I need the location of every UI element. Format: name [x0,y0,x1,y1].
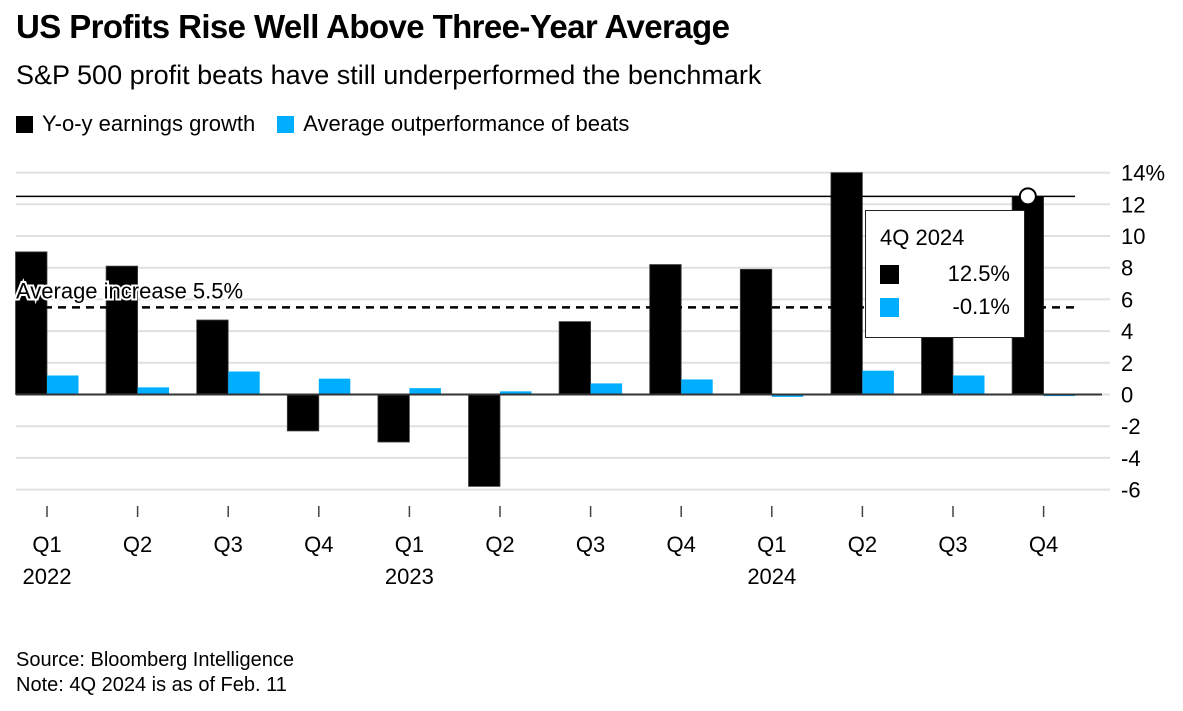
x-tick-label: Q4 [304,532,333,557]
footer: Source: Bloomberg Intelligence Note: 4Q … [16,648,294,698]
y-tick-label: 0 [1121,383,1133,408]
x-year-label: 2023 [385,564,434,589]
x-tick-label: Q2 [848,532,877,557]
bar-earnings-growth [15,251,48,395]
tooltip-swatch-earnings [880,264,899,284]
tooltip-row-earnings: 12.5% [880,261,1010,287]
bar-outperformance [137,387,170,395]
x-tick-label: Q1 [395,532,424,557]
chart-title: US Profits Rise Well Above Three-Year Av… [16,8,730,45]
bar-outperformance [228,371,260,395]
bar-earnings-growth [558,321,591,395]
bar-earnings-growth [377,394,410,443]
legend-swatch-earnings-growth [16,115,33,133]
y-tick-label: 12 [1121,192,1145,217]
bar-outperformance [771,394,804,397]
bar-outperformance [409,388,441,395]
legend-item-outperformance: Average outperformance of beats [277,111,629,137]
legend-item-earnings-growth: Y-o-y earnings growth [16,111,255,137]
tooltip-row-outperformance: -0.1% [880,294,1010,320]
bars [15,172,1076,487]
tooltip-value-earnings: 12.5% [947,261,1010,286]
x-tick-label: Q4 [667,532,696,557]
bar-outperformance [500,391,532,395]
y-axis: 14% 12 10 8 6 4 2 0 -2 -4 -6 [1121,161,1165,503]
tooltip-swatch-outperformance [880,297,899,317]
bar-outperformance [681,379,713,395]
y-tick-label: -6 [1121,478,1141,503]
bar-earnings-growth [286,394,320,432]
x-year-label: 2022 [23,564,72,589]
x-tick-label: Q2 [485,532,514,557]
average-line-label: Average increase 5.5% [16,278,243,303]
tooltip-value-outperformance: -0.1% [952,294,1010,319]
x-tick-label: Q3 [576,532,605,557]
y-tick-label: 6 [1121,287,1133,312]
source-text: Source: Bloomberg Intelligence [16,649,294,671]
x-tick-label: Q2 [123,532,152,557]
bar-outperformance [590,383,623,395]
y-tick-label: 8 [1121,256,1133,281]
y-tick-label: 4 [1121,319,1133,344]
bar-earnings-growth [196,319,229,395]
chart-subtitle: S&P 500 profit beats have still underper… [16,60,762,90]
bar-outperformance [47,375,79,395]
y-tick-label: 10 [1121,224,1145,249]
legend: Y-o-y earnings growth Average outperform… [16,111,651,137]
y-tick-label: 2 [1121,351,1133,376]
bar-earnings-growth [830,172,863,395]
bar-outperformance [953,375,985,395]
bar-earnings-growth [649,264,682,395]
legend-label-outperformance: Average outperformance of beats [303,111,630,136]
x-tick-label: Q1 [757,532,786,557]
x-tick-label: Q3 [214,532,243,557]
bar-earnings-growth [468,394,501,487]
y-tick-label: -4 [1121,446,1141,471]
note-text: Note: 4Q 2024 is as of Feb. 11 [16,674,287,696]
x-tick-label: Q3 [938,532,967,557]
x-year-label: 2024 [747,564,796,589]
x-axis: Q1 2022 Q2 Q3 Q4 Q1 2023 Q2 Q3 Q4 Q1 2024 Q2 Q3 Q4 [23,506,1058,589]
x-tick-label: Q4 [1029,532,1058,557]
bar-earnings-growth [739,268,773,395]
tooltip-title: 4Q 2024 [880,225,965,250]
legend-label-earnings-growth: Y-o-y earnings growth [42,111,256,136]
y-tick-label: -2 [1121,414,1141,439]
x-tick-label: Q1 [32,532,61,557]
tooltip-4q-2024: 4Q 2024 12.5% -0.1% [865,210,1025,338]
bar-outperformance [862,370,894,395]
legend-swatch-outperformance [277,115,295,133]
highlight-marker [1018,187,1037,206]
bar-outperformance [318,378,351,395]
y-tick-label: 14% [1121,161,1165,186]
